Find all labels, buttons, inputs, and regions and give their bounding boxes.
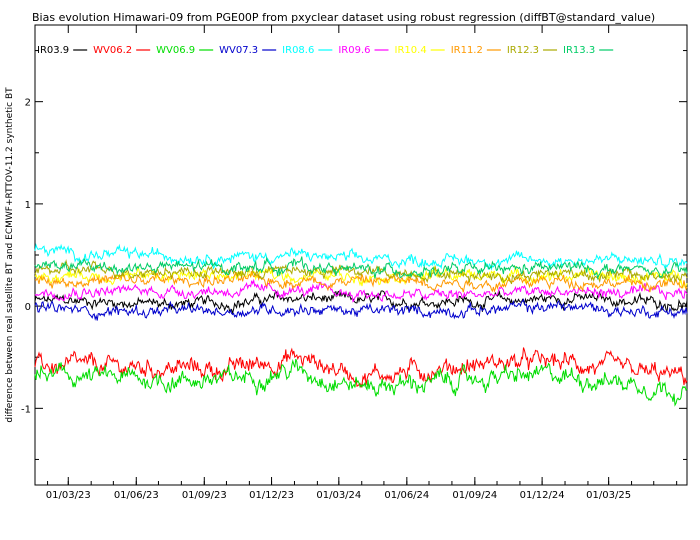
- legend-label-ir03-9: IR03.9: [37, 45, 69, 56]
- series-line-ir09-6: [34, 278, 688, 303]
- x-tick-label-8: 01/03/25: [586, 490, 631, 501]
- y-tick-label-2: 1: [25, 200, 31, 211]
- x-tick-label-2: 01/09/23: [182, 490, 227, 501]
- series-line-ir12-3: [34, 259, 688, 285]
- x-tick-label-4: 01/03/24: [316, 490, 361, 501]
- legend: IR03.9 WV06.2 WV06.9 WV07.3 IR08.6 IR09.6 IR10…: [37, 45, 614, 56]
- chart-title: Bias evolution Himawari-09 from PGE00P f…: [32, 11, 655, 24]
- y-axis-label: difference between real satellite BT and…: [5, 87, 15, 423]
- legend-label-ir09-6: IR09.6: [338, 45, 370, 56]
- x-tick-label-5: 01/06/24: [384, 490, 429, 501]
- legend-label-ir10-4: IR10.4: [395, 45, 427, 56]
- x-axis: 01/03/23 01/06/23 01/09/23 01/12/23 01/03/24…: [46, 25, 678, 501]
- legend-label-wv06-9: WV06.9: [156, 45, 195, 56]
- y-tick-label-3: 2: [25, 98, 31, 109]
- series-line-wv07-3: [34, 298, 688, 321]
- series-line-wv06-2: [34, 347, 688, 389]
- legend-label-wv06-2: WV06.2: [93, 45, 132, 56]
- legend-label-ir11-2: IR11.2: [451, 45, 483, 56]
- series-line-ir08-6: [34, 243, 688, 271]
- legend-label-ir08-6: IR08.6: [282, 45, 314, 56]
- legend-label-ir13-3: IR13.3: [563, 45, 595, 56]
- y-tick-label-0: -1: [21, 404, 31, 415]
- legend-label-wv07-3: WV07.3: [219, 45, 258, 56]
- x-tick-label-1: 01/06/23: [114, 490, 159, 501]
- plot-frame: [34, 24, 688, 486]
- y-axis: -1 0 1 2: [21, 50, 687, 460]
- x-tick-label-7: 01/12/24: [520, 490, 565, 501]
- series-line-ir13-3: [34, 256, 688, 281]
- series-line-ir11-2: [34, 270, 688, 293]
- x-tick-label-6: 01/09/24: [452, 490, 497, 501]
- x-tick-label-3: 01/12/23: [249, 490, 294, 501]
- legend-label-ir12-3: IR12.3: [507, 45, 539, 56]
- series-line-ir03-9: [34, 290, 688, 315]
- y-tick-label-1: 0: [25, 302, 31, 313]
- series-line-wv06-9: [34, 358, 688, 407]
- series-lines: [34, 243, 688, 407]
- x-tick-label-0: 01/03/23: [46, 490, 91, 501]
